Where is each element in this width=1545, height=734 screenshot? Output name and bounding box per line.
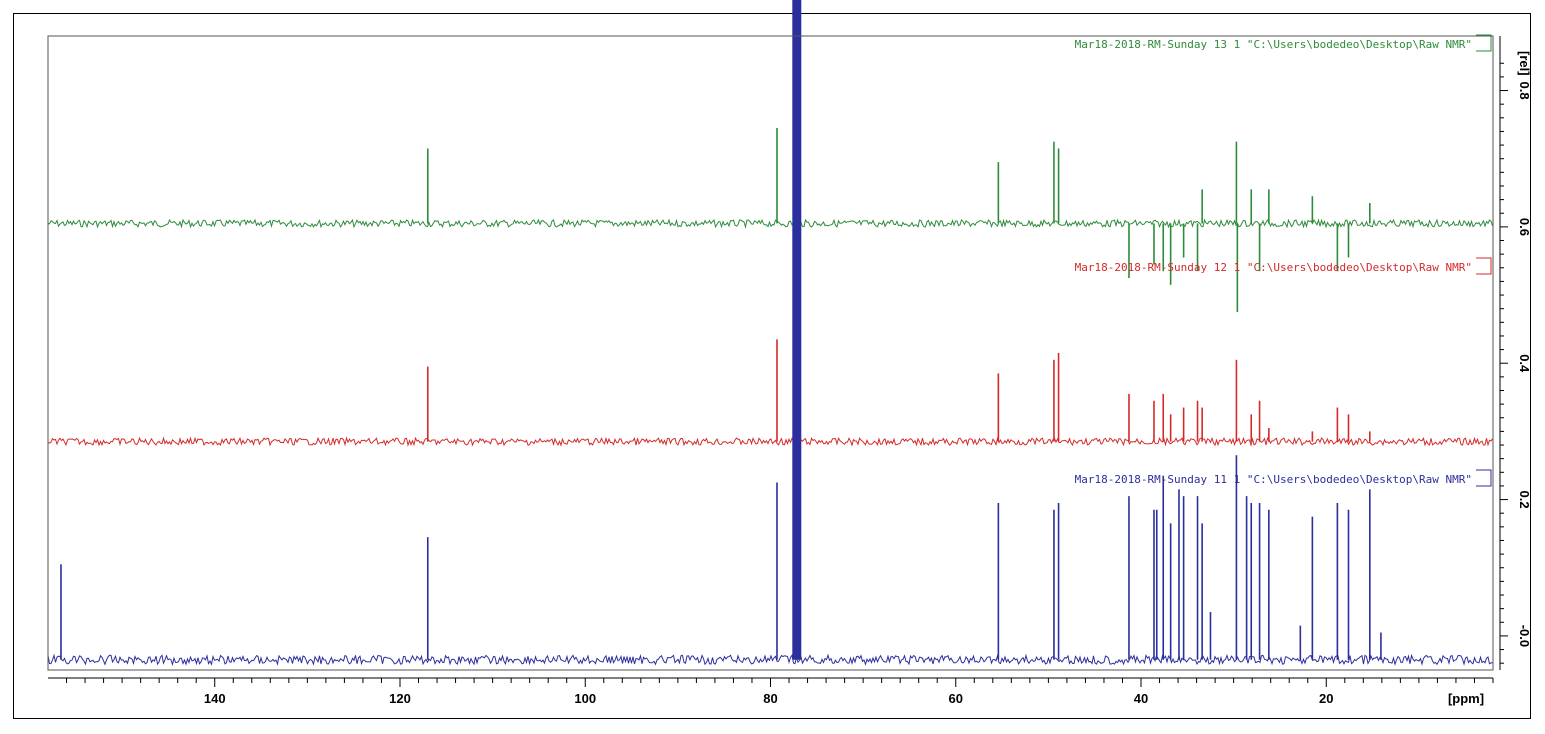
spectrum-baseline-3 <box>47 653 1493 667</box>
legend-marker-1 <box>1476 34 1492 52</box>
x-axis-label: [ppm] <box>1448 691 1484 706</box>
x-tick-label: 140 <box>204 691 226 706</box>
y-axis-label: [rel] <box>1517 51 1532 76</box>
y-tick-label: 0.2 <box>1517 491 1532 509</box>
x-tick-label: 60 <box>949 691 963 706</box>
spectrum-baseline-2 <box>47 436 1493 447</box>
x-tick-label: 20 <box>1319 691 1333 706</box>
y-tick-label: 0.4 <box>1517 354 1532 373</box>
spectrum-baseline-1 <box>47 218 1493 229</box>
legend-marker-2 <box>1476 257 1492 275</box>
axes-layer: 140 120 100 80 60 40 20 [ppm] -0.0 0.2 0.4 0.6 0.8 [r… <box>47 35 1532 706</box>
legend-label-3: Mar18-2018-RM-Sunday 11 1 "C:\Users\bode… <box>1075 473 1472 486</box>
y-tick-label: -0.0 <box>1517 625 1532 647</box>
y-tick-label: 0.6 <box>1517 218 1532 236</box>
legend-label-2: Mar18-2018-RM-Sunday 12 1 "C:\Users\bode… <box>1075 261 1472 274</box>
spectrum-series-1 <box>47 128 1493 313</box>
x-tick-label: 100 <box>574 691 596 706</box>
spectra-layer <box>47 0 1493 667</box>
spectrum-series-3 <box>47 0 1493 667</box>
x-tick-label: 40 <box>1134 691 1148 706</box>
figure-frame <box>13 13 1531 719</box>
x-tick-label: 120 <box>389 691 411 706</box>
spectrum-series-2 <box>47 339 1493 447</box>
x-tick-label: 80 <box>763 691 777 706</box>
legend-layer: Mar18-2018-RM-Sunday 13 1 "C:\Users\bode… <box>1075 34 1492 487</box>
legend-marker-3 <box>1476 469 1492 487</box>
legend-label-1: Mar18-2018-RM-Sunday 13 1 "C:\Users\bode… <box>1075 38 1472 51</box>
plot-area-border <box>47 35 1494 671</box>
y-tick-label: 0.8 <box>1517 81 1532 99</box>
